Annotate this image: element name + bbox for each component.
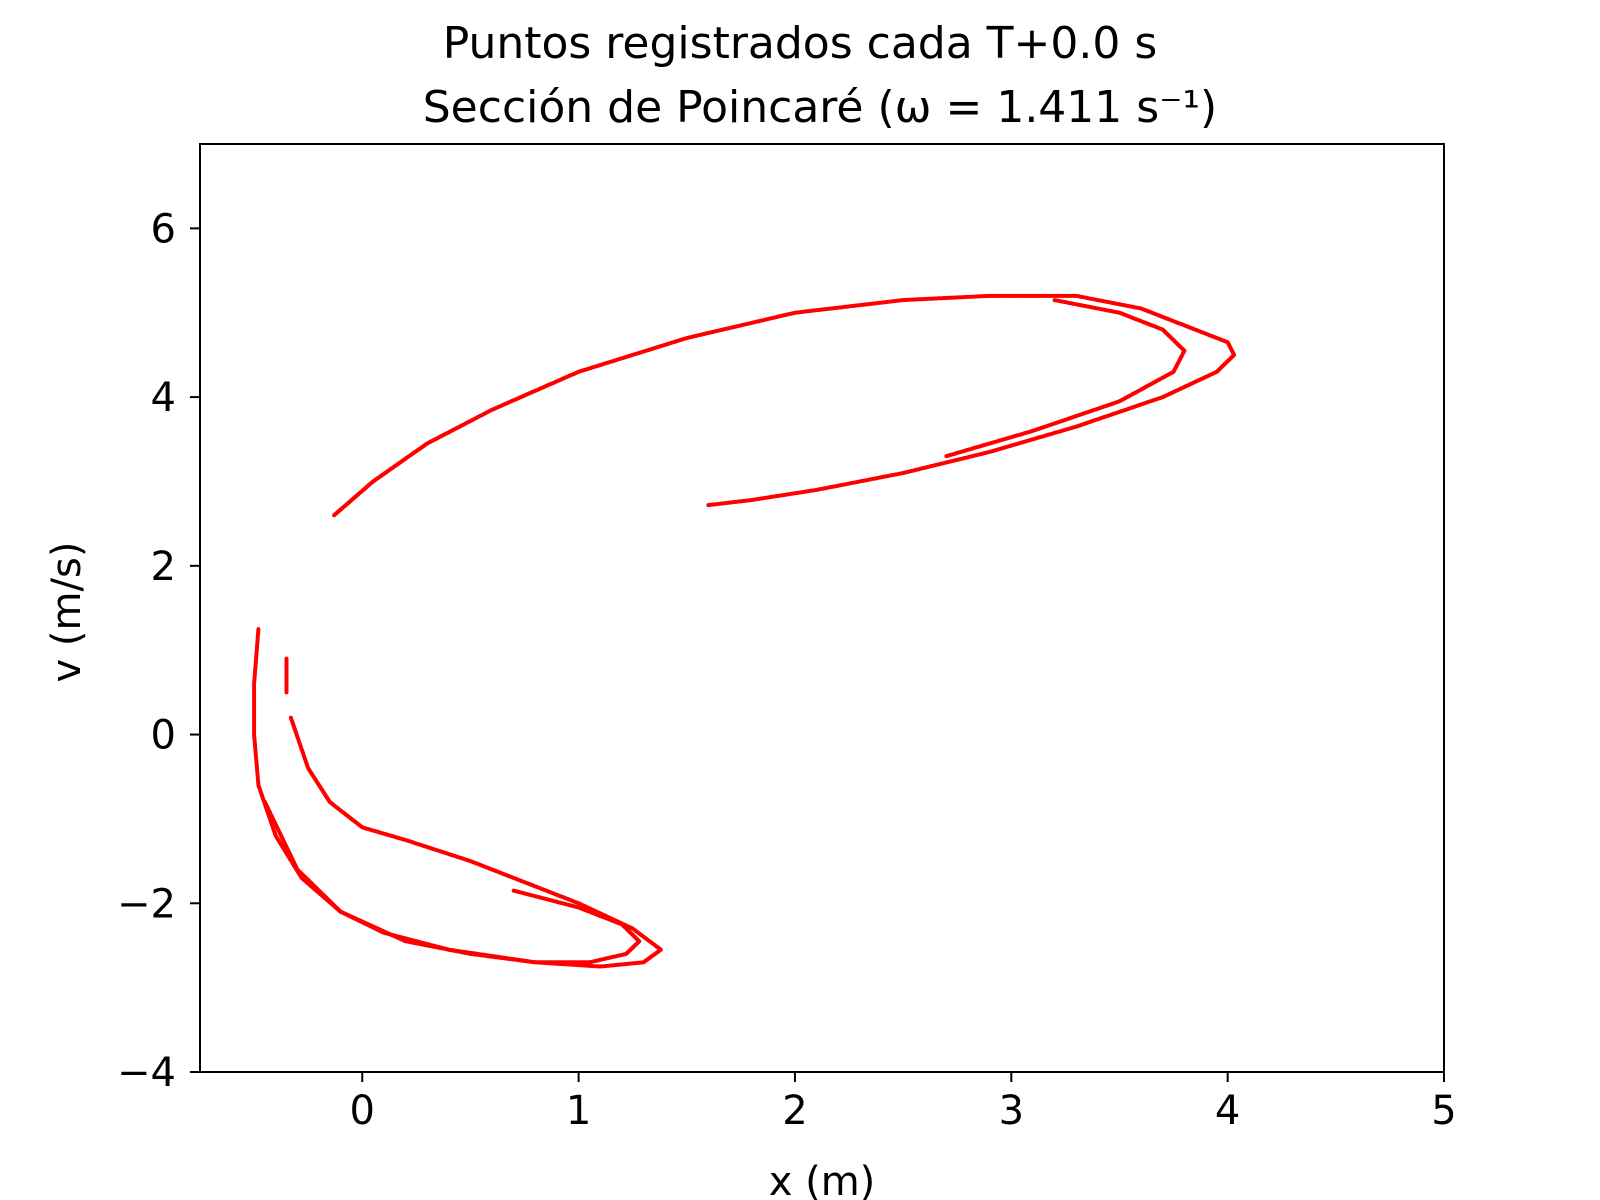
data-point (511, 888, 516, 893)
y-tick-label: 4 (151, 375, 176, 421)
y-tick-label: −4 (117, 1050, 176, 1096)
chart-subtitle: Sección de Poincaré (ω = 1.411 s⁻¹) (423, 82, 1217, 133)
x-tick-label: 0 (350, 1088, 375, 1134)
data-point (288, 715, 293, 720)
y-tick-label: 6 (151, 206, 176, 252)
data-point (706, 503, 711, 508)
y-axis-ticks: −4 −2 0 2 4 6 (117, 206, 200, 1096)
chart-title: Puntos registrados cada T+0.0 s (443, 18, 1158, 69)
x-tick-label: 1 (566, 1088, 591, 1134)
y-tick-label: 2 (151, 544, 176, 590)
x-tick-label: 5 (1431, 1088, 1456, 1134)
data-point (944, 454, 949, 459)
y-tick-label: −2 (117, 881, 176, 927)
data-point (284, 690, 289, 695)
x-axis-ticks: 0 1 2 3 4 5 (350, 1072, 1457, 1134)
x-axis-label: x (m) (769, 1159, 876, 1200)
x-tick-label: 2 (782, 1088, 807, 1134)
data-points (252, 293, 1237, 969)
x-tick-label: 3 (999, 1088, 1024, 1134)
plot-frame (199, 143, 1445, 1073)
x-tick-label: 4 (1215, 1088, 1240, 1134)
y-tick-label: 0 (151, 713, 176, 759)
y-axis-label: v (m/s) (44, 542, 90, 683)
